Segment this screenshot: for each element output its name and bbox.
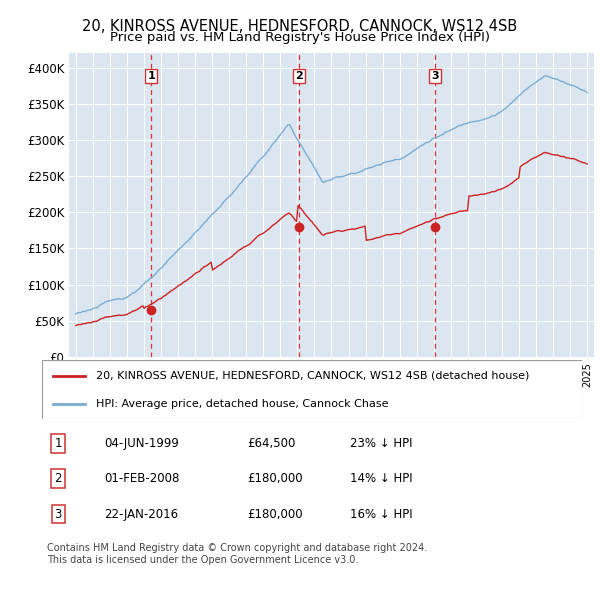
Text: HPI: Average price, detached house, Cannock Chase: HPI: Average price, detached house, Cann… bbox=[96, 399, 389, 409]
Text: 1: 1 bbox=[55, 437, 62, 450]
Text: 1: 1 bbox=[148, 71, 155, 81]
Text: 04-JUN-1999: 04-JUN-1999 bbox=[104, 437, 179, 450]
Text: 16% ↓ HPI: 16% ↓ HPI bbox=[350, 507, 412, 520]
Text: 23% ↓ HPI: 23% ↓ HPI bbox=[350, 437, 412, 450]
Text: £180,000: £180,000 bbox=[247, 507, 303, 520]
Text: £180,000: £180,000 bbox=[247, 472, 303, 485]
Text: Contains HM Land Registry data © Crown copyright and database right 2024.
This d: Contains HM Land Registry data © Crown c… bbox=[47, 543, 428, 565]
Text: 14% ↓ HPI: 14% ↓ HPI bbox=[350, 472, 412, 485]
Text: £64,500: £64,500 bbox=[247, 437, 296, 450]
Text: 20, KINROSS AVENUE, HEDNESFORD, CANNOCK, WS12 4SB: 20, KINROSS AVENUE, HEDNESFORD, CANNOCK,… bbox=[82, 19, 518, 34]
Text: 2: 2 bbox=[55, 472, 62, 485]
Text: Price paid vs. HM Land Registry's House Price Index (HPI): Price paid vs. HM Land Registry's House … bbox=[110, 31, 490, 44]
Text: 22-JAN-2016: 22-JAN-2016 bbox=[104, 507, 178, 520]
Text: 3: 3 bbox=[431, 71, 439, 81]
Text: 2: 2 bbox=[295, 71, 302, 81]
Text: 3: 3 bbox=[55, 507, 62, 520]
Text: 20, KINROSS AVENUE, HEDNESFORD, CANNOCK, WS12 4SB (detached house): 20, KINROSS AVENUE, HEDNESFORD, CANNOCK,… bbox=[96, 371, 529, 381]
Text: 01-FEB-2008: 01-FEB-2008 bbox=[104, 472, 179, 485]
